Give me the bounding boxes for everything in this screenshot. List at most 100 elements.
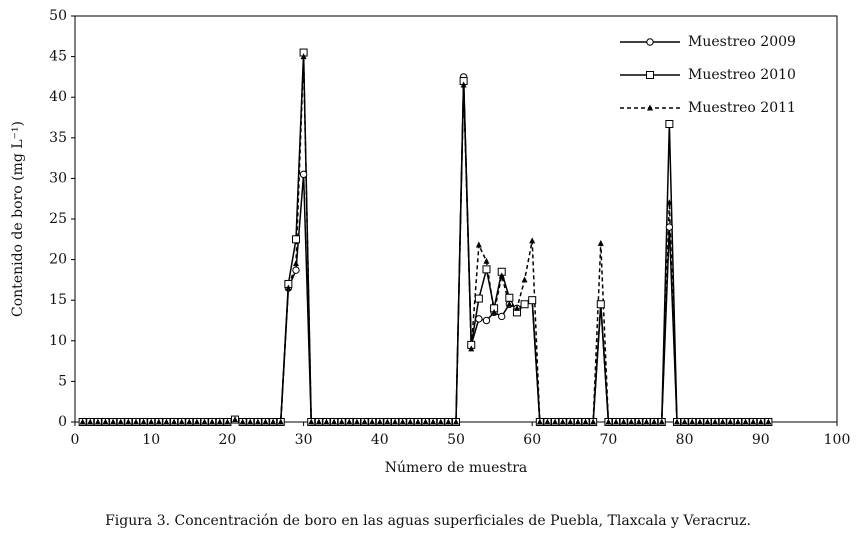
marker-triangle (453, 418, 459, 425)
marker-triangle (285, 284, 292, 291)
marker-triangle (346, 418, 353, 425)
marker-triangle (620, 418, 627, 425)
marker-triangle (742, 418, 749, 425)
marker-triangle (87, 418, 94, 425)
marker-triangle (125, 418, 132, 425)
marker-triangle (414, 418, 421, 425)
x-tick-label: 0 (71, 432, 80, 448)
marker-circle (292, 266, 300, 274)
x-tick-label: 100 (824, 432, 851, 448)
marker-triangle (513, 304, 520, 311)
marker-triangle (635, 418, 642, 425)
marker-triangle (171, 418, 178, 425)
marker-triangle (658, 418, 665, 425)
series-line (82, 56, 769, 423)
marker-triangle (552, 418, 559, 425)
marker-triangle (140, 418, 147, 425)
marker-triangle (132, 418, 139, 425)
marker-triangle (102, 418, 109, 425)
marker-triangle (651, 418, 658, 425)
marker-triangle (460, 81, 467, 88)
marker-triangle (110, 418, 117, 425)
marker-triangle (407, 418, 414, 425)
marker-triangle (719, 418, 726, 425)
marker-triangle (315, 418, 322, 425)
marker-triangle (567, 418, 574, 425)
marker-triangle (559, 418, 566, 425)
legend-label: Muestreo 2011 (688, 100, 796, 116)
marker-square (474, 294, 483, 303)
y-tick-label: 15 (49, 292, 67, 308)
marker-triangle (536, 418, 543, 425)
marker-triangle (94, 418, 101, 425)
marker-triangle (582, 418, 589, 425)
marker-triangle (734, 418, 741, 425)
marker-triangle (148, 418, 155, 425)
x-tick-label: 90 (752, 432, 770, 448)
x-tick-label: 50 (447, 432, 465, 448)
marker-square (646, 71, 654, 79)
marker-triangle (491, 308, 498, 315)
marker-triangle (468, 345, 475, 352)
marker-triangle (437, 418, 444, 425)
marker-triangle (666, 199, 673, 206)
marker-triangle (483, 257, 490, 264)
marker-square (482, 265, 491, 274)
marker-triangle (239, 418, 246, 425)
marker-triangle (574, 418, 581, 425)
legend-label: Muestreo 2009 (688, 34, 796, 50)
marker-triangle (254, 418, 261, 425)
x-tick-label: 80 (676, 432, 694, 448)
marker-triangle (323, 418, 330, 425)
marker-triangle (270, 418, 277, 425)
marker-triangle (262, 418, 269, 425)
marker-triangle (689, 418, 696, 425)
marker-triangle (399, 418, 406, 425)
marker-square (528, 296, 537, 305)
marker-triangle (247, 418, 254, 425)
marker-triangle (605, 418, 612, 425)
marker-triangle (392, 418, 399, 425)
marker-circle (475, 315, 483, 323)
legend-label: Muestreo 2010 (688, 67, 796, 83)
y-tick-label: 0 (58, 414, 67, 430)
marker-triangle (178, 418, 185, 425)
marker-triangle (613, 418, 620, 425)
x-tick-label: 70 (599, 432, 617, 448)
marker-square (505, 293, 514, 302)
marker-triangle (696, 418, 703, 425)
marker-triangle (727, 418, 734, 425)
y-tick-label: 25 (49, 211, 67, 227)
marker-triangle (277, 418, 284, 425)
marker-triangle (117, 418, 124, 425)
x-tick-label: 40 (371, 432, 389, 448)
marker-square (520, 300, 529, 309)
marker-triangle (590, 418, 597, 425)
y-tick-label: 50 (49, 8, 67, 24)
marker-triangle (361, 418, 368, 425)
marker-triangle (498, 272, 505, 279)
marker-triangle (338, 418, 345, 425)
marker-square (291, 235, 300, 244)
y-tick-label: 45 (49, 49, 67, 65)
marker-triangle (163, 418, 170, 425)
marker-triangle (186, 418, 193, 425)
marker-triangle (193, 418, 200, 425)
marker-triangle (529, 237, 536, 244)
caption: Figura 3. Concentración de boro en las a… (105, 513, 751, 529)
x-tick-label: 30 (295, 432, 313, 448)
y-tick-label: 35 (49, 130, 67, 146)
marker-triangle (643, 418, 650, 425)
marker-circle (498, 312, 506, 321)
marker-triangle (544, 418, 551, 425)
marker-triangle (384, 418, 391, 425)
marker-triangle (445, 418, 452, 425)
y-tick-label: 20 (49, 252, 67, 268)
marker-circle (299, 170, 308, 179)
x-tick-label: 20 (218, 432, 236, 448)
y-tick-label: 30 (49, 170, 67, 186)
marker-triangle (308, 418, 315, 425)
marker-triangle (300, 53, 307, 60)
marker-circle (482, 316, 491, 325)
